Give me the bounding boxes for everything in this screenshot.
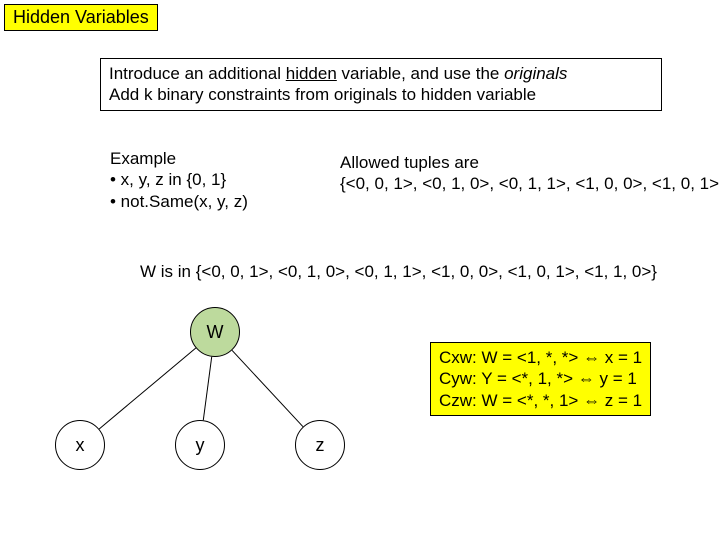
node-z: z xyxy=(295,420,345,470)
allowed-block: Allowed tuples are {<0, 0, 1>, <0, 1, 0>… xyxy=(340,152,720,195)
example-block: Example • x, y, z in {0, 1} • not.Same(x… xyxy=(110,148,248,212)
example-line-1: • x, y, z in {0, 1} xyxy=(110,169,248,190)
constraint-cyw: Cyw: Y = <*, 1, *> ⇔ y = 1 xyxy=(439,368,642,389)
node-x: x xyxy=(55,420,105,470)
intro-line-2: Add k binary constraints from originals … xyxy=(109,84,653,105)
constraint-cxw: Cxw: W = <1, *, *> ⇔ x = 1 xyxy=(439,347,642,368)
constraint-czw: Czw: W = <*, *, 1> ⇔ z = 1 xyxy=(439,390,642,411)
constraints-box: Cxw: W = <1, *, *> ⇔ x = 1 Cyw: Y = <*, … xyxy=(430,342,651,416)
w-domain-line: W is in {<0, 0, 1>, <0, 1, 0>, <0, 1, 1>… xyxy=(140,262,657,282)
node-w: W xyxy=(190,307,240,357)
title-box: Hidden Variables xyxy=(4,4,158,31)
example-line-2: • not.Same(x, y, z) xyxy=(110,191,248,212)
node-y: y xyxy=(175,420,225,470)
allowed-line-1: Allowed tuples are xyxy=(340,152,720,173)
example-heading: Example xyxy=(110,148,248,169)
intro-line-1: Introduce an additional hidden variable,… xyxy=(109,63,653,84)
title-text: Hidden Variables xyxy=(13,7,149,27)
intro-box: Introduce an additional hidden variable,… xyxy=(100,58,662,111)
allowed-line-2: {<0, 0, 1>, <0, 1, 0>, <0, 1, 1>, <1, 0,… xyxy=(340,173,720,194)
